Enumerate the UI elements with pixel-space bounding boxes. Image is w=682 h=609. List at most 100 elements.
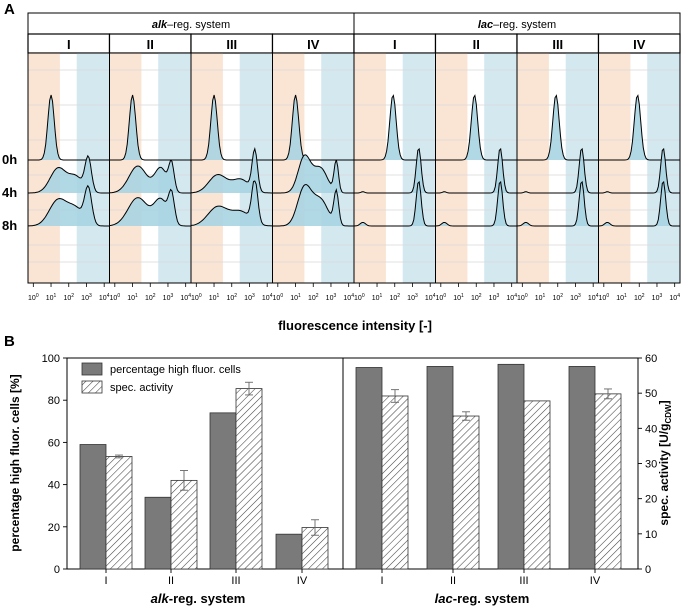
x-tick-base: 10 — [99, 295, 107, 302]
x-tick-exponent: 0 — [36, 293, 39, 299]
legend-label-spec-activity: spec. activity — [110, 382, 173, 394]
histogram-panels — [27, 52, 681, 284]
x-tick-label: 102 — [226, 293, 237, 302]
x-tick-exponent: 0 — [280, 293, 283, 299]
right-axis-title-sub: CDW — [664, 404, 673, 424]
category-label: IV — [297, 575, 308, 587]
x-tick-base: 10 — [63, 295, 71, 302]
x-tick-base: 10 — [262, 295, 270, 302]
bar-spec-activity — [105, 456, 133, 570]
histogram-curve-4h — [272, 154, 354, 194]
x-tick-label: 102 — [308, 293, 319, 302]
x-tick-base: 10 — [326, 295, 334, 302]
condition-header-label: I — [67, 37, 71, 52]
condition-header-label: IV — [633, 37, 646, 52]
system-name-prefix: lac — [478, 19, 493, 31]
condition-header-label: I — [393, 37, 397, 52]
x-tick-base: 10 — [471, 295, 479, 302]
x-tick-base: 10 — [389, 295, 397, 302]
x-tick-base: 10 — [535, 295, 543, 302]
system-header-label-alk: alk–reg. system — [152, 19, 230, 31]
timepoint-label-0h: 0h — [2, 152, 17, 167]
panel-b-left-axis: 0 20 40 60 80 100 — [42, 353, 67, 576]
x-tick-base: 10 — [308, 295, 316, 302]
right-axis-title-main: spec. activity [U/g — [657, 424, 671, 526]
x-tick-exponent: 0 — [362, 293, 365, 299]
histogram-curve-4h — [517, 147, 599, 194]
x-tick-label: 104 — [343, 293, 354, 302]
x-tick-label: 104 — [669, 293, 680, 302]
histogram-fill-4h — [354, 149, 436, 193]
x-tick-exponent: 1 — [624, 293, 627, 299]
x-tick-base: 10 — [290, 295, 298, 302]
bar-spec-activity — [523, 400, 551, 570]
x-tick-base: 10 — [226, 295, 234, 302]
x-tick-label: 101 — [127, 293, 138, 302]
histogram-fill-8h — [109, 189, 191, 226]
right-axis-tick-label: 10 — [645, 529, 657, 541]
panel-b-left-axis-title: percentage high fluor. cells [%] — [8, 374, 22, 551]
bar-spec-activity — [594, 393, 622, 570]
histogram-fill-0h — [435, 95, 517, 160]
x-tick-exponent: 2 — [479, 293, 482, 299]
histogram-fill-4h — [272, 154, 354, 193]
bar-spec-activity — [170, 479, 198, 570]
condition-header-label: III — [552, 37, 563, 52]
histogram-curve-4h — [354, 147, 436, 194]
x-tick-exponent: 1 — [461, 293, 464, 299]
x-tick-exponent: 0 — [525, 293, 528, 299]
histogram-panel — [272, 52, 355, 284]
x-tick-label: 104 — [588, 293, 599, 302]
histogram-curve-8h — [272, 184, 354, 227]
bar-high-fluor-cells — [79, 444, 107, 570]
bar-high-fluor-cells — [497, 363, 525, 570]
x-tick-exponent: 0 — [199, 293, 202, 299]
left-axis-tick-label: 80 — [48, 395, 60, 407]
histogram-fill-4h — [191, 148, 273, 193]
histogram-curve-0h — [28, 94, 110, 161]
x-tick-exponent: 2 — [234, 293, 237, 299]
x-tick-base: 10 — [407, 295, 415, 302]
histogram-curve-0h — [109, 94, 191, 161]
category-label: II — [450, 575, 456, 587]
right-axis-tick-label: 60 — [645, 353, 657, 365]
x-tick-label: 100 — [191, 293, 202, 302]
x-tick-base: 10 — [127, 295, 135, 302]
panel-a-x-ticks: 100 101 102 103 104 100 101 102 103 104 100 101 102 1… — [28, 283, 680, 302]
x-tick-label: 104 — [99, 293, 110, 302]
group-label-lac-prefix: lac — [435, 591, 454, 606]
histogram-fill-0h — [354, 95, 436, 160]
system-name-prefix: alk — [152, 19, 168, 31]
histogram-fill-0h — [191, 95, 273, 160]
histogram-fill-4h — [435, 149, 517, 193]
bar-spec-activity — [235, 388, 263, 570]
panel-b-group-label-lac: lac-reg. system — [435, 591, 530, 606]
x-tick-exponent: 3 — [578, 293, 581, 299]
timepoint-label-8h: 8h — [2, 218, 17, 233]
x-tick-base: 10 — [244, 295, 252, 302]
x-tick-label: 102 — [63, 293, 74, 302]
histogram-fill-0h — [272, 95, 354, 160]
histogram-panel — [516, 52, 599, 284]
x-tick-base: 10 — [343, 295, 351, 302]
histogram-curve-0h — [598, 94, 680, 161]
histogram-panel — [27, 52, 110, 284]
x-tick-label: 101 — [209, 293, 220, 302]
low-gate-region — [354, 53, 386, 283]
condition-header-label: II — [147, 37, 154, 52]
low-gate-region — [598, 53, 631, 283]
x-tick-base: 10 — [425, 295, 433, 302]
condition-header-label: IV — [307, 37, 320, 52]
right-axis-tick-label: 30 — [645, 459, 657, 471]
x-tick-exponent: 0 — [443, 293, 446, 299]
x-tick-label: 102 — [389, 293, 400, 302]
histogram-curve-8h — [516, 180, 599, 227]
panel-b-label: B — [4, 333, 15, 350]
x-tick-base: 10 — [28, 295, 36, 302]
category-label: IV — [590, 575, 601, 587]
histogram-panel — [190, 52, 273, 284]
x-tick-label: 103 — [326, 293, 337, 302]
histogram-curve-4h — [435, 147, 517, 194]
x-tick-label: 101 — [535, 293, 546, 302]
panel-a-xlabel: fluorescence intensity [-] — [278, 318, 432, 333]
